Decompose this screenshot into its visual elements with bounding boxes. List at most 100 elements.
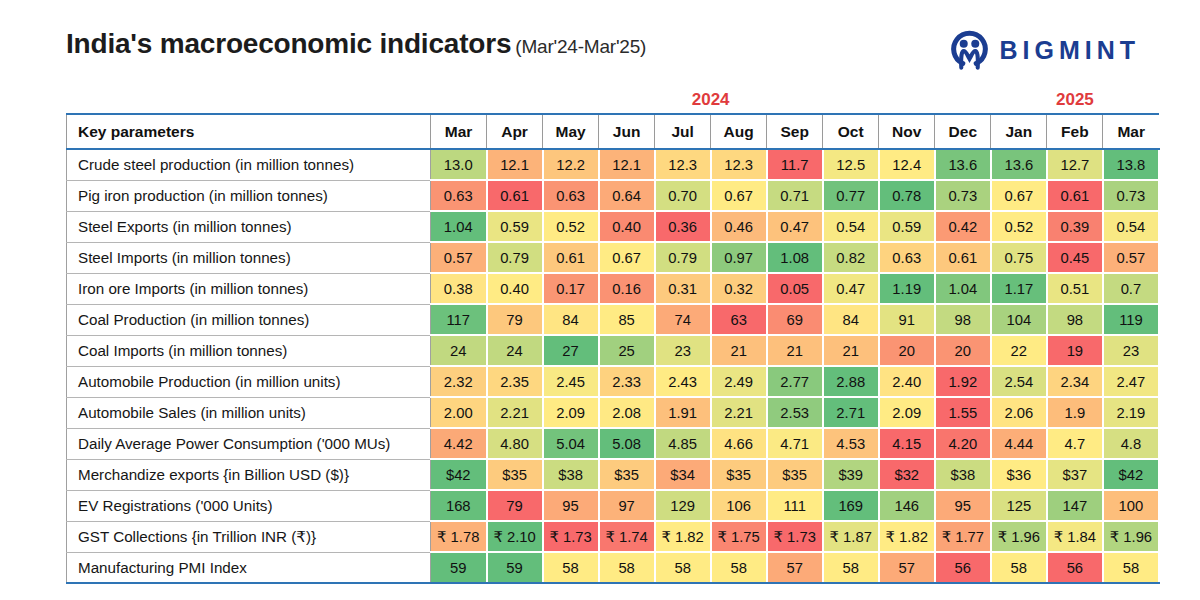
heatmap-cell: 0.67 — [991, 180, 1047, 211]
heatmap-cell: 0.59 — [487, 211, 543, 242]
month-header-mar: Mar — [1103, 114, 1159, 149]
heatmap-cell: 0.16 — [599, 273, 655, 304]
heatmap-cell: 2.53 — [767, 397, 823, 428]
heatmap-cell: 25 — [599, 335, 655, 366]
bigmint-logo-text: BIGMINT — [999, 36, 1140, 65]
heatmap-cell: 0.39 — [1047, 211, 1103, 242]
heatmap-cell: ₹ 1.84 — [1047, 521, 1103, 552]
heatmap-cell: 12.7 — [1047, 149, 1103, 180]
heatmap-cell: 24 — [431, 335, 487, 366]
heatmap-cell: 0.57 — [431, 242, 487, 273]
month-header-jul: Jul — [655, 114, 711, 149]
heatmap-cell: 2.43 — [655, 366, 711, 397]
heatmap-cell: 0.82 — [823, 242, 879, 273]
heatmap-cell: 0.79 — [487, 242, 543, 273]
row-label: Steel Imports (in million tonnes) — [67, 242, 431, 273]
heatmap-cell: 0.40 — [487, 273, 543, 304]
heatmap-cell: 91 — [879, 304, 935, 335]
heatmap-cell: 4.71 — [767, 428, 823, 459]
heatmap-cell: 0.64 — [599, 180, 655, 211]
heatmap-cell: $32 — [879, 459, 935, 490]
heatmap-cell: 23 — [1103, 335, 1159, 366]
heatmap-cell: 119 — [1103, 304, 1159, 335]
heatmap-cell: 1.91 — [655, 397, 711, 428]
heatmap-cell: 0.63 — [543, 180, 599, 211]
heatmap-cell: 147 — [1047, 490, 1103, 521]
heatmap-cell: 22 — [991, 335, 1047, 366]
heatmap-cell: 0.42 — [935, 211, 991, 242]
heatmap-cell: 2.34 — [1047, 366, 1103, 397]
table-row: Coal Imports (in million tonnes)24242725… — [67, 335, 1160, 366]
heatmap-cell: 84 — [543, 304, 599, 335]
heatmap-cell: 59 — [431, 552, 487, 583]
heatmap-cell: 13.8 — [1103, 149, 1159, 180]
month-header-oct: Oct — [823, 114, 879, 149]
heatmap-cell: 4.7 — [1047, 428, 1103, 459]
heatmap-cell: ₹ 1.73 — [543, 521, 599, 552]
heatmap-cell: 56 — [1047, 552, 1103, 583]
heatmap-cell: 0.57 — [1103, 242, 1159, 273]
title-period: (Mar'24-Mar'25) — [515, 36, 646, 57]
heatmap-cell: 1.19 — [879, 273, 935, 304]
heatmap-cell: ₹ 1.75 — [711, 521, 767, 552]
heatmap-cell: 12.1 — [487, 149, 543, 180]
month-header-may: May — [543, 114, 599, 149]
heatmap-cell: 13.6 — [935, 149, 991, 180]
heatmap-cell: 2.33 — [599, 366, 655, 397]
row-label: Automobile Sales (in million units) — [67, 397, 431, 428]
heatmap-cell: 0.17 — [543, 273, 599, 304]
heatmap-cell: 2.54 — [991, 366, 1047, 397]
heatmap-cell: 0.61 — [543, 242, 599, 273]
heatmap-cell: 106 — [711, 490, 767, 521]
heatmap-cell: ₹ 1.87 — [823, 521, 879, 552]
heatmap-cell: 4.80 — [487, 428, 543, 459]
table-row: Pig iron production (in million tonnes)0… — [67, 180, 1160, 211]
table-row: Steel Imports (in million tonnes)0.570.7… — [67, 242, 1160, 273]
heatmap-cell: 125 — [991, 490, 1047, 521]
heatmap-cell: $38 — [543, 459, 599, 490]
row-label: Automobile Production (in million units) — [67, 366, 431, 397]
heatmap-cell: 0.59 — [879, 211, 935, 242]
heatmap-cell: 58 — [655, 552, 711, 583]
month-header-feb: Feb — [1047, 114, 1103, 149]
page-header: India's macroeconomic indicators(Mar'24-… — [0, 0, 1200, 72]
heatmap-cell: 117 — [431, 304, 487, 335]
heatmap-cell: 4.8 — [1103, 428, 1159, 459]
heatmap-cell: 0.40 — [599, 211, 655, 242]
heatmap-cell: $37 — [1047, 459, 1103, 490]
heatmap-cell: 1.17 — [991, 273, 1047, 304]
heatmap-cell: 2.06 — [991, 397, 1047, 428]
heatmap-cell: 69 — [767, 304, 823, 335]
heatmap-cell: 23 — [655, 335, 711, 366]
heatmap-cell: 0.51 — [1047, 273, 1103, 304]
heatmap-cell: 58 — [599, 552, 655, 583]
heatmap-cell: 58 — [711, 552, 767, 583]
heatmap-cell: 0.36 — [655, 211, 711, 242]
heatmap-cell: 2.40 — [879, 366, 935, 397]
month-header-nov: Nov — [879, 114, 935, 149]
month-header-apr: Apr — [487, 114, 543, 149]
column-header-row: Key parameters MarAprMayJunJulAugSepOctN… — [67, 114, 1160, 149]
heatmap-cell: 0.79 — [655, 242, 711, 273]
heatmap-cell: 0.61 — [935, 242, 991, 273]
row-label: Crude steel production (in million tonne… — [67, 149, 431, 180]
page-title: India's macroeconomic indicators(Mar'24-… — [66, 28, 646, 60]
heatmap-cell: $39 — [823, 459, 879, 490]
heatmap-cell: 4.20 — [935, 428, 991, 459]
heatmap-cell: 19 — [1047, 335, 1103, 366]
table-row: Steel Exports (in million tonnes)1.040.5… — [67, 211, 1160, 242]
heatmap-cell: 0.77 — [823, 180, 879, 211]
heatmap-cell: 21 — [767, 335, 823, 366]
heatmap-cell: 21 — [711, 335, 767, 366]
heatmap-cell: 5.08 — [599, 428, 655, 459]
heatmap-cell: 0.63 — [879, 242, 935, 273]
heatmap-cell: 0.46 — [711, 211, 767, 242]
heatmap-cell: 11.7 — [767, 149, 823, 180]
heatmap-cell: 79 — [487, 304, 543, 335]
bigmint-logo-icon — [949, 28, 990, 72]
table-row: Daily Average Power Consumption ('000 MU… — [67, 428, 1160, 459]
heatmap-cell: 4.42 — [431, 428, 487, 459]
heatmap-cell: $35 — [487, 459, 543, 490]
table-row: Automobile Production (in million units)… — [67, 366, 1160, 397]
row-label: Merchandize exports {in Billion USD ($)} — [67, 459, 431, 490]
